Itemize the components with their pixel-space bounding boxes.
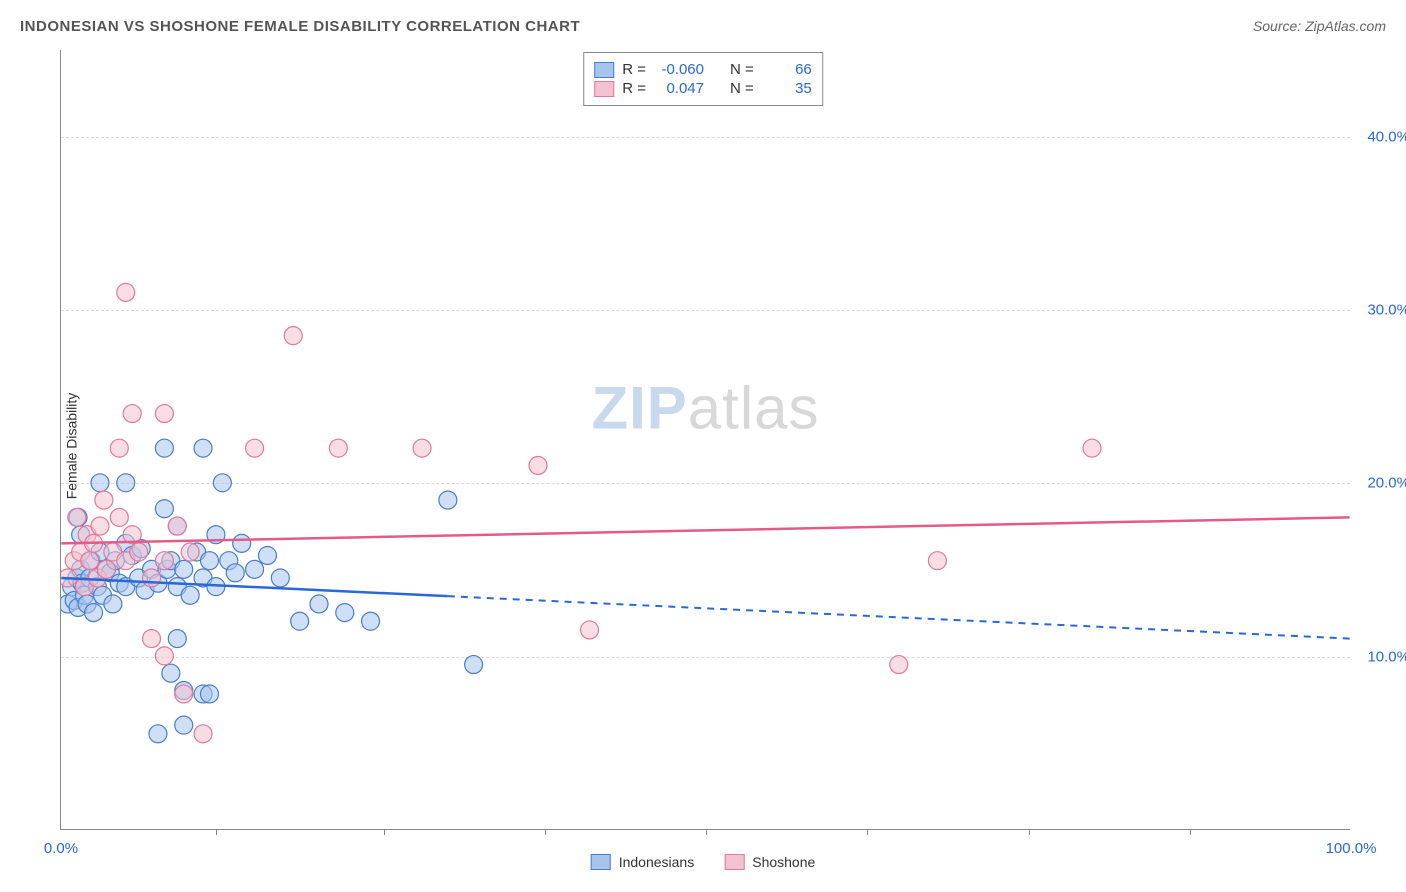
legend-label-indonesians: Indonesians — [619, 854, 695, 870]
legend-item-indonesians: Indonesians — [591, 854, 695, 870]
scatter-point-indonesians — [200, 685, 218, 703]
r-value-shoshone: 0.047 — [654, 80, 704, 97]
scatter-point-indonesians — [213, 474, 231, 492]
x-tick — [867, 829, 868, 835]
scatter-point-indonesians — [155, 500, 173, 518]
scatter-point-shoshone — [155, 405, 173, 423]
scatter-point-shoshone — [117, 283, 135, 301]
scatter-point-shoshone — [155, 647, 173, 665]
legend-swatch-shoshone — [724, 854, 744, 870]
scatter-point-shoshone — [928, 552, 946, 570]
y-tick-label: 10.0% — [1367, 648, 1406, 665]
legend-item-shoshone: Shoshone — [724, 854, 815, 870]
chart-title: INDONESIAN VS SHOSHONE FEMALE DISABILITY… — [20, 18, 580, 35]
scatter-point-shoshone — [181, 543, 199, 561]
scatter-point-shoshone — [1083, 439, 1101, 457]
swatch-indonesians — [594, 62, 614, 78]
scatter-point-shoshone — [529, 456, 547, 474]
y-tick-label: 20.0% — [1367, 475, 1406, 492]
scatter-point-indonesians — [271, 569, 289, 587]
scatter-point-shoshone — [143, 569, 161, 587]
scatter-point-indonesians — [465, 656, 483, 674]
scatter-point-indonesians — [310, 595, 328, 613]
scatter-point-indonesians — [104, 595, 122, 613]
scatter-point-shoshone — [284, 327, 302, 345]
x-tick — [706, 829, 707, 835]
plot-area: ZIPatlas 10.0%20.0%30.0%40.0%0.0%100.0% — [60, 50, 1350, 830]
bottom-legend: Indonesians Shoshone — [591, 854, 816, 870]
scatter-point-shoshone — [97, 560, 115, 578]
scatter-point-indonesians — [291, 612, 309, 630]
scatter-point-indonesians — [85, 604, 103, 622]
n-value-shoshone: 35 — [762, 80, 812, 97]
scatter-point-indonesians — [336, 604, 354, 622]
x-tick — [1190, 829, 1191, 835]
scatter-point-shoshone — [81, 552, 99, 570]
scatter-point-shoshone — [110, 439, 128, 457]
x-tick — [1029, 829, 1030, 835]
scatter-point-shoshone — [123, 405, 141, 423]
r-value-indonesians: -0.060 — [654, 61, 704, 78]
x-tick — [545, 829, 546, 835]
scatter-point-indonesians — [175, 560, 193, 578]
stats-legend: R = -0.060 N = 66 R = 0.047 N = 35 — [583, 52, 823, 106]
scatter-point-shoshone — [581, 621, 599, 639]
scatter-point-indonesians — [162, 664, 180, 682]
scatter-point-indonesians — [155, 439, 173, 457]
scatter-point-indonesians — [226, 564, 244, 582]
scatter-point-indonesians — [175, 716, 193, 734]
scatter-point-indonesians — [233, 534, 251, 552]
legend-label-shoshone: Shoshone — [752, 854, 815, 870]
r-label: R = — [622, 80, 646, 97]
scatter-point-indonesians — [246, 560, 264, 578]
r-label: R = — [622, 61, 646, 78]
trend-line-shoshone — [61, 517, 1349, 543]
scatter-point-shoshone — [91, 517, 109, 535]
legend-swatch-indonesians — [591, 854, 611, 870]
scatter-point-shoshone — [175, 685, 193, 703]
scatter-point-indonesians — [117, 474, 135, 492]
x-tick — [216, 829, 217, 835]
scatter-point-indonesians — [91, 474, 109, 492]
scatter-point-shoshone — [890, 656, 908, 674]
swatch-shoshone — [594, 81, 614, 97]
scatter-point-indonesians — [181, 586, 199, 604]
y-tick-label: 30.0% — [1367, 302, 1406, 319]
chart-container: INDONESIAN VS SHOSHONE FEMALE DISABILITY… — [10, 10, 1396, 882]
scatter-point-shoshone — [194, 725, 212, 743]
n-value-indonesians: 66 — [762, 61, 812, 78]
scatter-point-shoshone — [246, 439, 264, 457]
scatter-point-indonesians — [362, 612, 380, 630]
scatter-point-shoshone — [143, 630, 161, 648]
scatter-point-shoshone — [68, 508, 86, 526]
scatter-point-shoshone — [413, 439, 431, 457]
stats-row-indonesians: R = -0.060 N = 66 — [594, 61, 812, 78]
scatter-point-indonesians — [200, 552, 218, 570]
chart-source: Source: ZipAtlas.com — [1253, 18, 1386, 34]
scatter-point-indonesians — [194, 439, 212, 457]
scatter-point-shoshone — [168, 517, 186, 535]
scatter-point-shoshone — [329, 439, 347, 457]
scatter-point-indonesians — [439, 491, 457, 509]
x-max-label: 100.0% — [1326, 840, 1377, 857]
scatter-point-indonesians — [168, 630, 186, 648]
plot-svg — [61, 50, 1350, 829]
scatter-point-shoshone — [110, 508, 128, 526]
scatter-point-indonesians — [258, 546, 276, 564]
scatter-point-shoshone — [155, 552, 173, 570]
n-label: N = — [730, 61, 754, 78]
x-tick — [384, 829, 385, 835]
y-tick-label: 40.0% — [1367, 128, 1406, 145]
x-min-label: 0.0% — [44, 840, 78, 857]
scatter-point-indonesians — [149, 725, 167, 743]
stats-row-shoshone: R = 0.047 N = 35 — [594, 80, 812, 97]
scatter-point-shoshone — [95, 491, 113, 509]
scatter-point-shoshone — [130, 543, 148, 561]
n-label: N = — [730, 80, 754, 97]
